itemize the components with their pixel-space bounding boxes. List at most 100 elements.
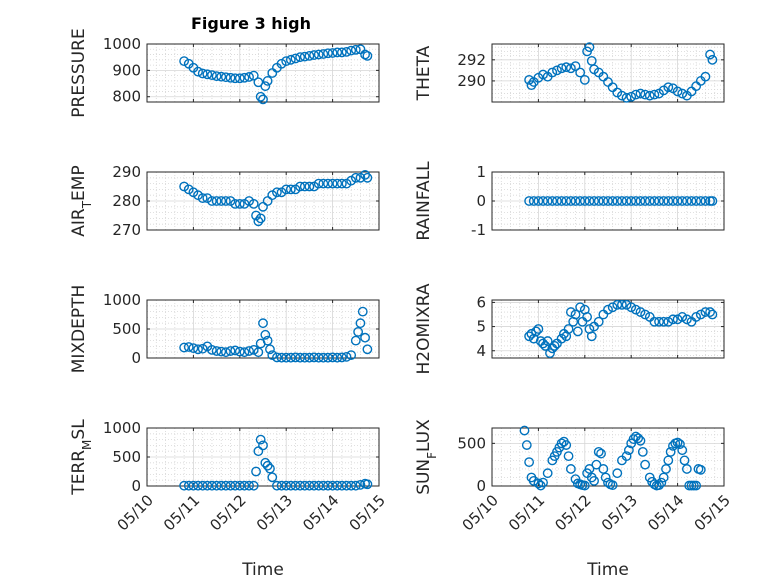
data-point — [234, 346, 245, 357]
data-point — [586, 331, 597, 342]
data-point — [654, 196, 664, 206]
data-point — [290, 352, 301, 363]
data-point — [207, 344, 217, 355]
data-point — [630, 304, 641, 315]
y-axis-label: RAINFALL — [414, 161, 434, 241]
y-tick-label: 1000 — [103, 35, 141, 53]
data-point — [531, 326, 541, 337]
data-point — [253, 347, 264, 358]
data-series — [179, 44, 373, 105]
y-tick-label: 500 — [457, 434, 486, 452]
data-point — [362, 344, 373, 355]
data-point — [248, 70, 259, 81]
data-point — [695, 309, 706, 320]
data-point — [230, 345, 241, 356]
data-point — [318, 352, 329, 363]
data-point — [239, 72, 250, 83]
data-point — [323, 48, 333, 59]
data-point — [230, 480, 241, 491]
data-point — [656, 477, 667, 488]
data-point — [350, 335, 361, 346]
data-point — [304, 352, 315, 363]
data-point — [603, 304, 613, 315]
data-point — [524, 457, 535, 468]
data-point — [336, 47, 347, 58]
data-point — [545, 348, 555, 359]
data-point — [621, 451, 632, 462]
axes-background — [491, 427, 725, 487]
data-point — [621, 196, 632, 206]
data-point — [299, 181, 310, 192]
data-point — [290, 480, 301, 491]
data-point — [258, 94, 268, 105]
figure-title: Figure 3 high — [191, 14, 311, 33]
data-point — [633, 433, 644, 444]
y-tick-label: 6 — [476, 293, 486, 311]
data-point — [362, 50, 373, 61]
data-point — [589, 196, 599, 206]
y-axis-label: PRESSURE — [69, 28, 89, 117]
data-point — [244, 72, 254, 82]
data-point — [640, 459, 651, 470]
y-tick-label: 500 — [112, 448, 141, 466]
data-point — [244, 346, 254, 356]
data-point — [267, 350, 278, 360]
data-point — [244, 480, 254, 491]
data-series — [524, 42, 718, 103]
data-point — [533, 196, 544, 206]
data-point — [672, 86, 683, 97]
data-point — [193, 66, 203, 77]
data-point — [357, 306, 368, 317]
data-point — [332, 47, 343, 58]
data-point — [658, 316, 669, 327]
data-point — [346, 350, 357, 360]
data-point — [216, 346, 227, 357]
data-point — [561, 62, 572, 73]
data-point — [547, 67, 558, 78]
data-point — [707, 309, 718, 320]
data-point — [547, 196, 558, 206]
y-tick-label: 280 — [112, 192, 141, 210]
y-tick-label: 290 — [457, 72, 486, 90]
data-point — [538, 69, 548, 80]
data-point — [565, 63, 576, 74]
data-point — [327, 178, 338, 189]
data-point — [663, 82, 674, 93]
data-point — [584, 196, 595, 206]
data-point — [234, 480, 245, 491]
data-point — [230, 73, 241, 84]
y-tick-label: 900 — [112, 61, 141, 79]
data-point — [216, 196, 227, 206]
y-tick-label: 0 — [476, 477, 486, 495]
data-point — [253, 216, 264, 227]
data-point — [542, 468, 553, 479]
data-point — [265, 344, 275, 355]
axes-background — [146, 43, 380, 103]
subplot-4: -1 0 1 RAINFALL — [414, 161, 725, 241]
data-point — [260, 81, 271, 92]
data-point — [295, 480, 306, 491]
data-point — [211, 346, 222, 356]
data-point — [617, 90, 627, 101]
data-point — [313, 178, 324, 189]
y-tick-label: 1 — [476, 163, 486, 181]
data-point — [654, 316, 664, 327]
data-point — [672, 314, 683, 325]
data-point — [309, 352, 319, 363]
y-axis-label: TERRMSL — [69, 419, 94, 496]
data-point — [612, 196, 623, 206]
data-point — [570, 61, 581, 72]
data-point — [579, 196, 590, 206]
data-point — [628, 434, 639, 444]
data-point — [681, 314, 692, 325]
data-point — [260, 457, 271, 468]
data-point — [589, 475, 599, 486]
data-point — [552, 196, 562, 206]
data-point — [341, 351, 352, 362]
data-point — [248, 480, 259, 491]
data-point — [295, 352, 306, 363]
data-point — [251, 466, 261, 477]
y-tick-label: 290 — [112, 163, 141, 181]
data-point — [313, 49, 324, 60]
data-point — [183, 342, 194, 352]
